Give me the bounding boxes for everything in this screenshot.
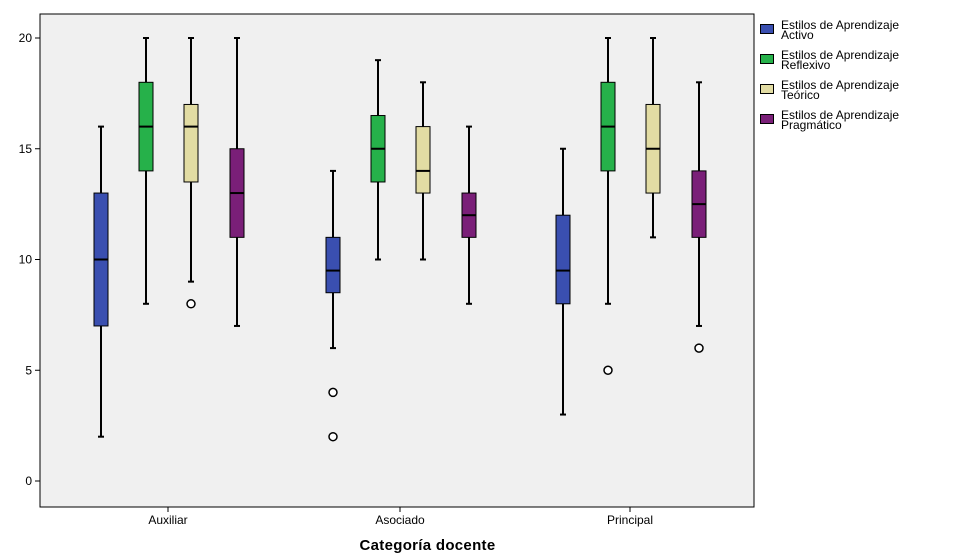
legend-item-teorico: Estilos de Aprendizaje Teórico — [760, 78, 952, 110]
legend-label-reflexivo: Estilos de Aprendizaje Reflexivo — [781, 48, 900, 72]
outlier-point — [328, 431, 338, 442]
y-tick-label: 0 — [25, 474, 32, 488]
legend-swatch-teorico — [760, 84, 774, 94]
legend-swatch-pragmatico — [760, 114, 774, 124]
plot-area — [39, 13, 755, 508]
box — [415, 126, 431, 194]
legend-item-pragmatico: Estilos de Aprendizaje Pragmático — [760, 108, 952, 140]
outlier-point — [694, 343, 704, 353]
legend-swatch-reflexivo — [760, 54, 774, 64]
box — [555, 214, 571, 305]
legend-item-activo: Estilos de Aprendizaje Activo — [760, 18, 952, 50]
legend-label-pragmatico: Estilos de Aprendizaje Pragmático — [781, 108, 900, 132]
legend: Estilos de Aprendizaje Activo Estilos de… — [760, 18, 952, 140]
outlier-point — [603, 365, 613, 375]
y-tick-label: 15 — [19, 142, 33, 156]
legend-label-activo: Estilos de Aprendizaje Activo — [781, 18, 900, 42]
y-tick-label: 5 — [25, 363, 32, 377]
legend-swatch-activo — [760, 24, 774, 34]
legend-label-teorico: Estilos de Aprendizaje Teórico — [781, 78, 900, 102]
outlier-point — [328, 387, 338, 398]
x-axis-title-wrapper: Categoría docente — [0, 537, 953, 555]
outlier-point — [186, 299, 196, 309]
box — [325, 236, 341, 294]
y-tick-label: 20 — [19, 31, 33, 45]
box — [183, 103, 199, 183]
x-tick-label: Principal — [607, 513, 653, 527]
x-tick-label: Auxiliar — [148, 513, 187, 527]
x-axis-title: Categoría docente — [359, 537, 496, 554]
y-tick-label: 10 — [19, 253, 33, 267]
x-tick-label: Asociado — [375, 513, 425, 527]
legend-item-reflexivo: Estilos de Aprendizaje Reflexivo — [760, 48, 952, 80]
